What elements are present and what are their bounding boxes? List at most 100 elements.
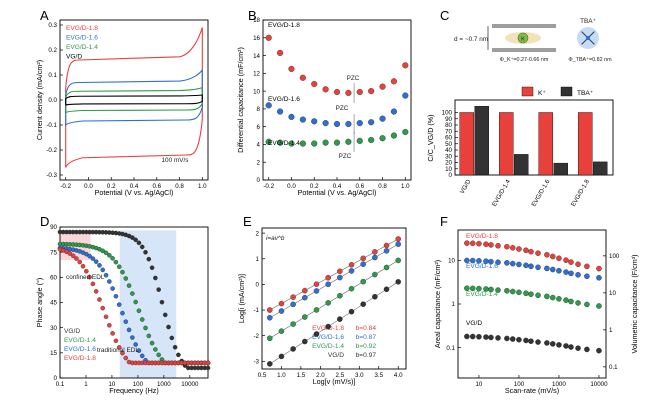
panel-d-ytick-label: 0 (54, 375, 58, 382)
panel-f-point-red-17 (575, 261, 581, 267)
panel-a-xtick-label: 1.0 (198, 183, 207, 190)
panel-d-point-black-33 (166, 324, 171, 330)
panel-b-point-red-9 (368, 88, 375, 95)
panel-b-point-blue-12 (402, 92, 409, 99)
panel-d-legend-1: EVG/D-1.4 (64, 337, 96, 344)
panel-e-point-red-4 (313, 281, 320, 287)
panel-e-ytick-label: 2 (256, 230, 260, 237)
panel-f-point-red-1 (469, 240, 476, 247)
panel-c-ytick-label: 90 (445, 116, 452, 123)
panel-f-point-red-9 (523, 247, 529, 254)
panel-a-xtick-label: -0.2 (60, 183, 71, 190)
panel-f-legend-2: EVG/D-1.4 (466, 291, 498, 298)
panel-e-point-black-8 (360, 301, 366, 307)
panel-c-ytick-label: 70 (445, 128, 452, 135)
panel-b-point-green-12 (402, 128, 409, 136)
panel-b-point-blue-8 (356, 120, 363, 127)
panel-e-point-blue-3 (302, 294, 308, 301)
panel-c-ytick-label: 20 (445, 160, 452, 167)
panel-f-point-green-6 (504, 287, 510, 294)
panel-d-point-blue-22 (130, 335, 135, 340)
panel-f-point-black-10 (528, 338, 534, 344)
panel-c-category-label-1: EVG/D-1.4 (491, 178, 512, 208)
panel-d-xtick-label: 10000 (181, 381, 199, 388)
panel-f-point-green-9 (523, 290, 529, 297)
panel-b-xtick-label: 0.8 (378, 183, 387, 190)
panel-f-point-green-8 (516, 289, 522, 296)
panel-b-point-blue-9 (368, 119, 375, 126)
panel-c-schematic-bottom-sheet (492, 48, 556, 52)
panel-f-point-red-14 (556, 255, 562, 262)
panel-d-xtick-label: 0.1 (56, 381, 65, 388)
panel-d-point-blue-25 (139, 353, 145, 359)
panel-f-point-blue-7 (509, 260, 516, 267)
panel-f-point-black-11 (535, 339, 541, 345)
panel-c-category-label-3: EVG/D-1.8 (570, 178, 591, 208)
panel-d-xtick-label: 1000 (157, 381, 171, 388)
panel-d-point-blue-16 (110, 286, 115, 291)
panel-e-point-red-9 (372, 249, 378, 255)
panel-f-point-black-12 (544, 340, 550, 346)
panel-e-point-green-2 (290, 321, 296, 327)
panel-d-ytick-label: 30 (50, 325, 57, 332)
panel-e-xtick-label: 3.5 (374, 372, 383, 379)
panel-f-point-green-19 (596, 303, 602, 309)
panel-f-point-red-7 (509, 245, 516, 251)
panel-b-xtick-label: 1.0 (401, 183, 410, 190)
panel-f-point-blue-12 (544, 265, 550, 272)
panel-e-point-green-6 (337, 293, 343, 299)
panel-b-series-label-1: EVG/D-1.6 (268, 96, 300, 103)
panel-e-point-black-6 (337, 316, 343, 322)
panel-c-bar-black-0 (474, 106, 489, 176)
panel-e-point-red-7 (348, 262, 355, 268)
panel-d-point-green-21 (126, 283, 132, 288)
panel-e-b-value-2: b=0.92 (356, 343, 377, 350)
panel-f-point-green-5 (495, 287, 501, 293)
panel-c-schematic-tba-label: TBA⁺ (580, 18, 596, 25)
panel-f-point-blue-5 (495, 259, 501, 266)
panel-e-point-black-3 (302, 338, 308, 345)
panel-letter-e: E (243, 214, 252, 229)
panel-f-point-black-15 (563, 343, 569, 349)
panel-c-ytick-label: 0 (449, 172, 453, 179)
panel-b-point-blue-2 (288, 113, 295, 120)
panel-c-legend-swatch-k (521, 86, 534, 97)
panel-f-point-green-14 (556, 296, 562, 302)
panel-b-point-green-4 (311, 140, 318, 147)
panel-d-point-blue-24 (136, 348, 142, 353)
panel-a-legend-3: VG/D (66, 54, 82, 61)
panel-d-point-blue-11 (93, 259, 99, 264)
panel-f-point-black-3 (483, 334, 489, 340)
panel-a-xtick-label: 0.8 (175, 183, 184, 190)
panel-e-point-green-10 (383, 264, 390, 271)
panel-d-point-black-34 (169, 335, 175, 341)
panel-b-point-red-4 (311, 80, 318, 88)
panel-d-region-traditional-label: traditional EDL (97, 347, 139, 354)
panel-e-point-black-5 (325, 323, 331, 330)
panel-d-xtick-label: 100 (133, 381, 144, 388)
panel-d-point-blue-9 (87, 253, 92, 259)
panel-f-point-black-19 (596, 347, 602, 354)
panel-a-ytick-label: -0.1 (46, 122, 57, 129)
panel-e-xtick-label: 0.5 (258, 372, 267, 379)
panel-d-point-blue-10 (90, 256, 96, 261)
panel-d-point-blue-17 (113, 294, 119, 299)
panel-d-point-black-25 (139, 244, 145, 250)
panel-d-point-green-22 (130, 291, 135, 296)
panel-f-y2-ylabel: Volumetric capacitance (F/cm³) (630, 254, 639, 353)
panel-b-point-red-8 (356, 88, 363, 96)
panel-d-point-green-20 (123, 276, 129, 281)
panel-e-point-blue-7 (348, 268, 355, 274)
panel-a-cv-loop-0 (65, 27, 203, 168)
panel-f-y2tick-label: 1 (609, 327, 613, 334)
panel-c-schematic-tba-core (586, 36, 590, 40)
panel-e-point-red-6 (337, 268, 343, 275)
panel-b-point-green-3 (299, 140, 306, 147)
panel-b-point-blue-6 (333, 120, 341, 128)
panel-f-xtick-label: 10 (475, 381, 482, 388)
panel-f-point-black-17 (575, 345, 581, 351)
panel-e-point-blue-9 (372, 254, 378, 261)
panel-b-point-green-11 (390, 132, 397, 139)
panel-d-xtick-label: 10 (108, 381, 115, 388)
panel-c-bar-red-2 (538, 112, 553, 176)
